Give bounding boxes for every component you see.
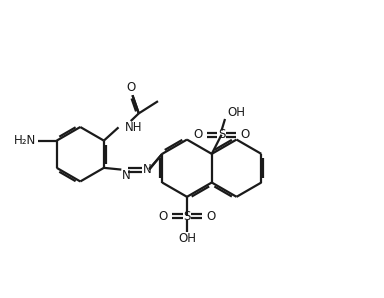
Text: O: O	[126, 81, 136, 94]
Text: N: N	[143, 163, 152, 176]
Text: H₂N: H₂N	[13, 134, 36, 147]
Text: OH: OH	[228, 106, 246, 119]
Text: S: S	[218, 128, 225, 141]
Text: OH: OH	[178, 232, 196, 245]
Text: O: O	[159, 209, 168, 223]
Text: O: O	[206, 209, 215, 223]
Text: O: O	[241, 128, 250, 141]
Text: NH: NH	[125, 121, 142, 134]
Text: O: O	[193, 128, 202, 141]
Text: N: N	[121, 169, 130, 182]
Text: S: S	[183, 209, 190, 223]
